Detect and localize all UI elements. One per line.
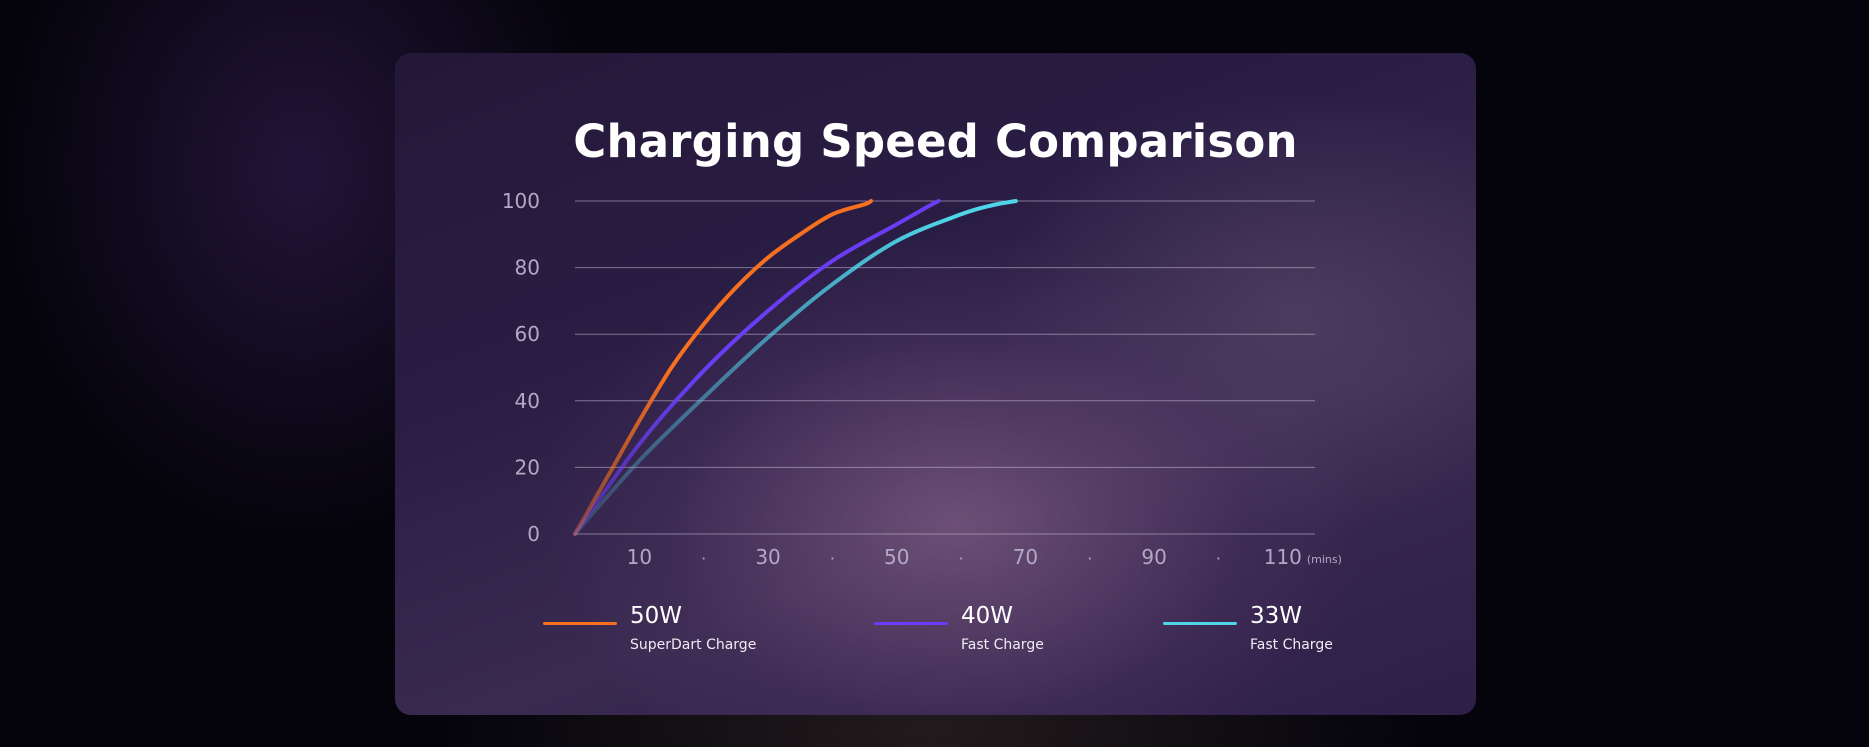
x-tick-label-100: · xyxy=(1216,549,1221,568)
x-tick-label-30: 30 xyxy=(755,545,780,569)
y-axis-ticks: 0 20 40 60 80 100 xyxy=(502,189,540,546)
line-chart: 0 20 40 60 80 100 10 · 30 · 50 · 70 · 90 · 110 (mins) xyxy=(502,189,1342,569)
legend-swatch-33w xyxy=(1163,622,1237,625)
x-tick-label-110: 110 xyxy=(1264,545,1302,569)
y-tick-label-0: 0 xyxy=(527,522,540,546)
chart-title: Charging Speed Comparison xyxy=(573,115,1298,168)
x-tick-label-70: 70 xyxy=(1013,545,1038,569)
y-tick-label-80: 80 xyxy=(515,256,540,280)
x-tick-label-80: · xyxy=(1087,549,1092,568)
legend-swatch-50w xyxy=(543,622,617,625)
y-tick-label-20: 20 xyxy=(515,455,540,479)
series-line-40w xyxy=(573,199,941,536)
grid-lines xyxy=(575,200,1315,535)
legend-sublabel-50w: SuperDart Charge xyxy=(630,637,757,653)
x-axis-ticks: 10 · 30 · 50 · 70 · 90 · 110 (mins) xyxy=(627,545,1342,569)
legend-label-50w: 50W xyxy=(630,603,683,629)
y-tick-label-40: 40 xyxy=(515,389,540,413)
series-line-33w xyxy=(573,199,1018,536)
series-lines xyxy=(573,199,1018,536)
y-tick-label-100: 100 xyxy=(502,189,540,213)
x-tick-label-60: · xyxy=(959,549,964,568)
chart-panel: Charging Speed Comparison 0 20 40 60 80 100 1… xyxy=(395,53,1476,715)
x-tick-label-90: 90 xyxy=(1141,545,1166,569)
legend-label-40w: 40W xyxy=(961,603,1014,629)
x-tick-label-10: 10 xyxy=(627,545,652,569)
y-tick-label-60: 60 xyxy=(515,322,540,346)
x-tick-label-20: · xyxy=(701,549,706,568)
legend-sublabel-33w: Fast Charge xyxy=(1250,637,1333,653)
x-tick-label-40: · xyxy=(830,549,835,568)
x-tick-label-50: 50 xyxy=(884,545,909,569)
legend-sublabel-40w: Fast Charge xyxy=(961,637,1044,653)
series-line-50w xyxy=(573,199,873,536)
legend-label-33w: 33W xyxy=(1250,603,1303,629)
x-axis-unit: (mins) xyxy=(1307,553,1342,566)
legend-swatch-40w xyxy=(874,622,948,625)
